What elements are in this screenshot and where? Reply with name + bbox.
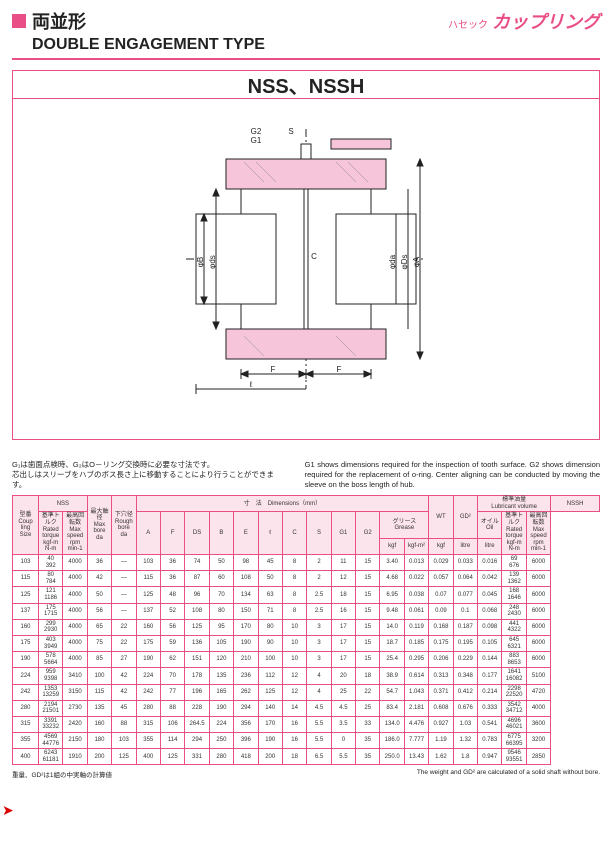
label-F2: F [337, 365, 342, 374]
notes-en: G1 shows dimensions required for the ins… [305, 460, 600, 489]
label-l: ℓ [249, 380, 253, 389]
th-wt: WT [429, 496, 453, 539]
th-maxbore: 最大軸径Maxboreda [87, 496, 111, 555]
table-row: 1371751715400056—13752108801507182.51615… [13, 603, 600, 619]
table-body: 10340392400036—10336745098458211153.400.… [13, 555, 600, 765]
th-nssh-t: 基準トルクRatedtorquekgf-mN-m [502, 512, 526, 555]
label-F1: F [271, 365, 276, 374]
th-dims: 寸 法 Dimensions（mm） [136, 496, 429, 512]
table-row: 1905785664400085271906215112021010010317… [13, 652, 600, 668]
jp-title: 両並形 [32, 8, 86, 34]
label-s: S [288, 127, 293, 136]
label-phida: φda [388, 254, 397, 269]
box-title: NSS、NSSH [13, 71, 599, 99]
table-row: 1602992930400065221605612595170801031715… [13, 619, 600, 635]
page-header: 両並形 ハセックカップリング DOUBLE ENGAGEMENT TYPE [12, 8, 600, 60]
table-row: 1251211186400050—1254896701346382.518156… [13, 587, 600, 603]
notes-row: G₁は歯面点検時、G₂はO－リング交換時に必要な寸法です。芯出しはスリーブをハブ… [12, 460, 600, 489]
footer-right: The weight and GD² are calculated of a s… [417, 769, 600, 779]
label-c: C [311, 252, 317, 261]
notes-jp: G₁は歯面点検時、G₂はO－リング交換時に必要な寸法です。芯出しはスリーブをハブ… [12, 460, 285, 489]
table-row: 10340392400036—10336745098458211153.400.… [13, 555, 600, 571]
table-row: 11580784400042—115368760108508212154.680… [13, 571, 600, 587]
table-row: 2249599398341010042224701781352361121242… [13, 668, 600, 684]
label-phids: φds [208, 255, 217, 269]
th-oil: オイルOil [478, 512, 502, 539]
svg-text:G1: G1 [251, 136, 262, 145]
engineering-diagram: G2 G1 S φB φds C φda φDs φA F F ℓ [156, 119, 456, 399]
table-row: 315339133232242016088315106264.522435617… [13, 716, 600, 732]
footer-left: 重量、GD²は1組の中実軸の計算値 [12, 769, 112, 779]
th-size: 型番CouplingSize [13, 496, 39, 555]
th-gd2: GD² [453, 496, 477, 539]
th-nssh-s: 最高回転数Maxspeedrpmmin-1 [526, 512, 550, 555]
table-row: 2802194215012730135452808822819029414014… [13, 700, 600, 716]
th-torque: 基準トルクRatedtorquekgf-mN-m [39, 512, 63, 555]
label-phiA: φA [412, 256, 421, 267]
label-phiB: φB [196, 257, 205, 268]
divider [12, 58, 600, 60]
table-row: 1754033949400075221755913610519090103171… [13, 635, 600, 651]
th-roughbore: 下穴径Roughboreda [112, 496, 136, 555]
th-nssh: NSSH [551, 496, 600, 512]
footer-note: 重量、GD²は1組の中実軸の計算値 The weight and GD² are… [12, 769, 600, 779]
en-title: DOUBLE ENGAGEMENT TYPE [32, 36, 600, 54]
label-phiDs: φDs [400, 255, 409, 270]
diagram-box: NSS、NSSH [12, 70, 600, 440]
label-g2g1: G2 [251, 127, 262, 136]
th-speed: 最高回転数Maxspeedrpmmin-1 [63, 512, 87, 555]
table-row: 3554569447762150180103355114294250396190… [13, 733, 600, 749]
pink-square-icon [12, 14, 26, 28]
th-nss: NSS [39, 496, 88, 512]
th-lub: 標準油量Lubricant volume [478, 496, 551, 512]
spec-table: 型番CouplingSize NSS 最大軸径Maxboreda 下穴径Roug… [12, 495, 600, 765]
th-grease: グリースGrease [380, 512, 429, 539]
red-arrow-icon: ➤ [2, 802, 14, 819]
table-row: 4006243611811910200125400125331280418200… [13, 749, 600, 765]
brand-logo: ハセックカップリング [448, 8, 600, 34]
table-row: 2421353132593150115422427719616526212512… [13, 684, 600, 700]
